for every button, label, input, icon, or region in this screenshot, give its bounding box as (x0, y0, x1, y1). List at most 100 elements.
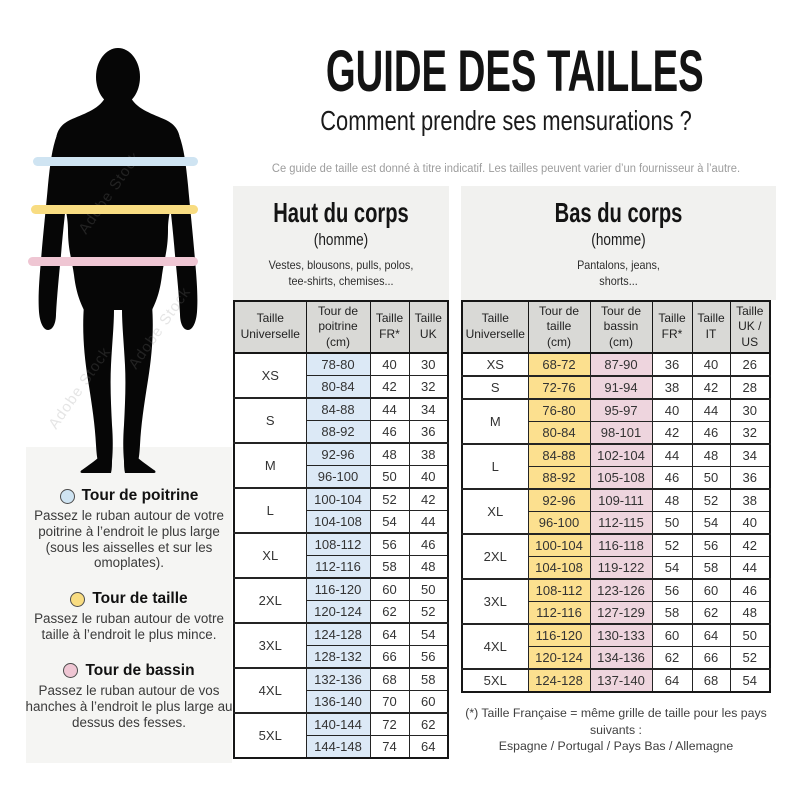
value-cell: 40 (408, 465, 449, 489)
table-row: 112-116 127-129 58 62 48 (462, 601, 771, 625)
value-cell: 112-116 (527, 601, 591, 625)
section-title: Haut du corps (273, 197, 409, 228)
table-row: 4XL 116-120 130-133 60 64 50 (461, 623, 771, 670)
column-header: Taille UK (408, 300, 449, 354)
value-cell: 116-120 (527, 623, 591, 647)
value-cell: 105-108 (589, 466, 653, 490)
size-label: L (233, 487, 307, 534)
section-header-haut-du-corps: Haut du corps (homme) Vestes, blousons, … (233, 186, 449, 300)
value-cell: 50 (408, 577, 449, 601)
value-cell: 42 (369, 375, 410, 399)
waist-color-dot (70, 591, 86, 607)
size-label: 3XL (461, 578, 529, 625)
value-cell: 88-92 (527, 466, 591, 490)
value-cell: 46 (691, 421, 731, 445)
value-cell: 52 (369, 487, 410, 511)
value-cell: 54 (691, 511, 731, 535)
size-table: Taille Universelle Tour de taille (cm) Tou… (461, 300, 771, 693)
table-row: 88-92 105-108 46 50 36 (462, 466, 771, 490)
waist-measure-band (31, 205, 198, 214)
value-cell: 132-136 (305, 667, 371, 691)
value-cell: 40 (651, 398, 693, 422)
value-cell: 28 (729, 375, 771, 400)
value-cell: 68 (691, 668, 731, 693)
value-cell: 52 (651, 533, 693, 557)
value-cell: 62 (408, 712, 449, 736)
size-label: XL (233, 532, 307, 579)
value-cell: 109-111 (589, 488, 653, 512)
value-cell: 119-122 (589, 556, 653, 580)
column-header: Taille FR* (651, 300, 693, 354)
value-cell: 48 (651, 488, 693, 512)
value-cell: 54 (369, 510, 410, 534)
legend-item-poitrine: Tour de poitrine Passez le ruban autour … (24, 487, 234, 571)
value-cell: 112-115 (589, 511, 653, 535)
value-cell: 56 (369, 532, 410, 556)
section-subtitle: (homme) (591, 230, 646, 249)
table-row: 120-124 62 52 (234, 600, 449, 624)
value-cell: 58 (691, 556, 731, 580)
value-cell: 48 (691, 443, 731, 467)
table-row: XL 108-112 56 46 (233, 532, 449, 579)
size-label: 3XL (233, 622, 307, 669)
value-cell: 68 (369, 667, 410, 691)
value-cell: 36 (651, 352, 693, 377)
disclaimer-text: Ce guide de taille est donné à titre ind… (271, 163, 741, 176)
size-label: M (233, 442, 307, 489)
value-cell: 137-140 (589, 668, 653, 693)
table-row: M 76-80 95-97 40 44 30 (461, 398, 771, 445)
value-cell: 96-100 (527, 511, 591, 535)
table-row: 80-84 42 32 (234, 375, 449, 399)
hip-measure-band (28, 257, 198, 266)
section-title: Bas du corps (554, 197, 683, 228)
value-cell: 58 (408, 667, 449, 691)
column-header: Tour de poitrine (cm) (305, 300, 371, 354)
column-header: Taille Universelle (461, 300, 529, 354)
value-cell: 62 (651, 646, 693, 670)
column-header: Taille Universelle (233, 300, 307, 354)
value-cell: 50 (369, 465, 410, 489)
table-row: 112-116 58 48 (234, 555, 449, 579)
header: GUIDE DES TAILLES Comment prendre ses me… (233, 42, 779, 176)
value-cell: 112-116 (305, 555, 371, 579)
value-cell: 116-118 (589, 533, 653, 557)
value-cell: 54 (408, 622, 449, 646)
value-cell: 34 (729, 443, 771, 467)
footnote-line1: (*) Taille Française = même grille de ta… (465, 706, 767, 737)
table-row: 144-148 74 64 (234, 735, 449, 759)
legend-title: Tour de bassin (85, 661, 195, 679)
column-header: Tour de bassin (cm) (589, 300, 653, 354)
table-row: 104-108 54 44 (234, 510, 449, 534)
value-cell: 60 (651, 623, 693, 647)
size-label: M (461, 398, 529, 445)
size-label: 4XL (461, 623, 529, 670)
table-row: 80-84 98-101 42 46 32 (462, 421, 771, 445)
table-row: 2XL 100-104 116-118 52 56 42 (461, 533, 771, 580)
value-cell: 64 (691, 623, 731, 647)
table-row: 88-92 46 36 (234, 420, 449, 444)
value-cell: 34 (408, 397, 449, 421)
size-table-haut-du-corps: Taille Universelle Tour de poitrine (cm) T… (233, 300, 449, 759)
value-cell: 70 (369, 690, 410, 714)
value-cell: 108-112 (305, 532, 371, 556)
value-cell: 66 (369, 645, 410, 669)
value-cell: 80-84 (305, 375, 371, 399)
value-cell: 52 (408, 600, 449, 624)
value-cell: 87-90 (589, 352, 653, 377)
value-cell: 134-136 (589, 646, 653, 670)
value-cell: 52 (691, 488, 731, 512)
value-cell: 66 (691, 646, 731, 670)
table-row: M 92-96 48 38 (233, 442, 449, 489)
hip-color-dot (63, 663, 79, 679)
table-row: 96-100 112-115 50 54 40 (462, 511, 771, 535)
column-header: Taille IT (691, 300, 731, 354)
value-cell: 100-104 (305, 487, 371, 511)
value-cell: 58 (369, 555, 410, 579)
value-cell: 54 (729, 668, 771, 693)
value-cell: 100-104 (527, 533, 591, 557)
value-cell: 44 (408, 510, 449, 534)
value-cell: 46 (729, 578, 771, 602)
value-cell: 30 (408, 352, 449, 376)
section-subtitle: (homme) (313, 230, 369, 249)
value-cell: 46 (369, 420, 410, 444)
